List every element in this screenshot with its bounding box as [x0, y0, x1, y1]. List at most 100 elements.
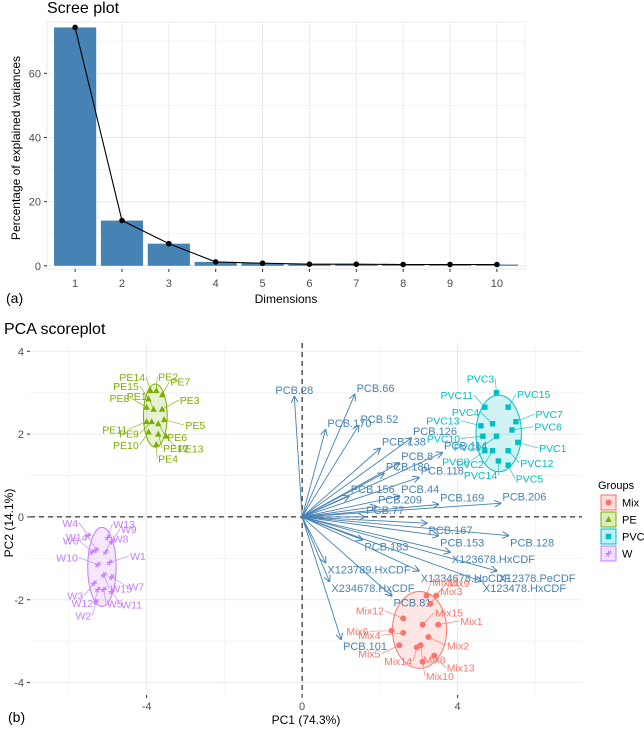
point-label-leader: [422, 661, 426, 676]
variable-label: PCB.126: [413, 426, 457, 438]
point-label: PE1: [127, 391, 147, 403]
scree-y-tick-label: 40: [29, 132, 41, 144]
scree-x-ticks: 1 2 3 4 5 6 7 8 9 10: [72, 269, 503, 290]
pca-y-ticks: -4 -2 0 2 4: [14, 346, 30, 690]
mix-point: [605, 499, 612, 506]
pca-title: PCA scoreplot: [4, 321, 106, 338]
variable-arrow: [301, 516, 391, 596]
variable-label: PCB.8: [401, 451, 433, 463]
point-label-leader: [130, 397, 147, 408]
variable-arrow: [301, 516, 341, 639]
variable-arrow: [301, 426, 358, 518]
scree-x-tick-label: 2: [119, 278, 125, 290]
point-label: W11: [121, 599, 142, 611]
pca-y-tick-label: 4: [18, 346, 24, 358]
variable-arrow: [301, 516, 329, 581]
point-label: PVC5: [516, 474, 544, 486]
scree-y-tick-label: 20: [29, 197, 41, 209]
variable-arrow: [301, 516, 419, 571]
variable-arrow: [301, 430, 325, 518]
point-label-leader: [461, 435, 483, 439]
point-label-leader: [161, 381, 170, 395]
w-point: [106, 559, 113, 566]
variable-label: PCB.28: [275, 385, 313, 397]
variable-label: PCB.128: [510, 538, 554, 550]
point-label: PVC3: [467, 374, 495, 386]
point-label: W8: [113, 534, 129, 546]
point-label: PVC11: [441, 390, 474, 402]
variable-label: PCB.169: [440, 493, 484, 505]
point-label: PE13: [178, 443, 204, 455]
scree-point: [72, 24, 78, 31]
point-label: Mix10: [426, 671, 454, 683]
scree-x-tick-label: 4: [213, 278, 219, 290]
point-label-leader: [381, 632, 404, 636]
variable-arrow: [302, 503, 500, 518]
pvc-point: [605, 533, 612, 540]
point-label-leader: [511, 426, 534, 431]
panel-label-b: (b): [8, 709, 25, 725]
scree-x-tick-label: 3: [166, 278, 172, 290]
variable-label: PCB.81: [394, 598, 432, 610]
point-label: Mix1: [460, 616, 482, 628]
pvc-point: [509, 427, 515, 433]
scree-point: [259, 260, 266, 267]
legend-label: PVC: [622, 532, 644, 544]
point-label-leader: [420, 645, 423, 660]
point-label-leader: [78, 557, 99, 565]
pca-y-tick-label: -2: [14, 595, 24, 607]
w-point: [85, 532, 92, 539]
variable-label: PCB.170: [327, 418, 371, 430]
pe-point: [143, 403, 150, 410]
pe-point: [145, 428, 152, 435]
point-label: PVC13: [426, 416, 459, 428]
pvc-point: [480, 433, 486, 439]
point-label-leader: [139, 421, 152, 434]
point-label-leader: [430, 590, 440, 605]
point-label-leader: [111, 591, 121, 605]
point-label-leader: [91, 601, 97, 616]
point-label: W10: [56, 553, 78, 565]
scree-y-label: Percentage of explained variances: [9, 56, 23, 240]
variable-label: X234678.HxCDF: [331, 583, 414, 595]
w-point: [605, 550, 612, 557]
point-label: PVC10: [427, 433, 460, 445]
point-label: Mix6: [346, 626, 368, 638]
point-label-leader: [111, 528, 121, 542]
point-label-leader: [517, 442, 539, 449]
pca-scoreplot: PCA scoreplot PCB.28 PCB.66PCB.170PCB.52P…: [2, 321, 644, 727]
point-label: PVC14: [464, 470, 497, 482]
point-label: PE5: [185, 420, 205, 432]
point-label-leader: [103, 589, 107, 604]
variable-arrow: [301, 395, 354, 518]
point-label: PVC2: [456, 459, 484, 471]
scree-bar: [147, 243, 190, 266]
point-label-leader: [507, 450, 520, 463]
point-label-leader: [480, 411, 493, 424]
point-label-leader: [164, 419, 185, 426]
point-label: PE15: [113, 381, 139, 393]
point-label-leader: [128, 421, 147, 430]
point-label-leader: [412, 647, 418, 662]
pca-x-ticks: -4 0 4: [142, 695, 461, 713]
point-label-leader: [103, 574, 110, 589]
variable-arrow: [301, 516, 325, 563]
ellipse-w: [87, 526, 117, 607]
scree-y-tick-label: 0: [35, 261, 41, 273]
variable-label: X1234678.HpCDF: [421, 573, 511, 585]
pe-point: [155, 420, 162, 427]
pca-y-tick-label: -4: [14, 678, 24, 690]
panel-label-a: (a): [6, 290, 23, 306]
variable-arrow: [301, 449, 380, 518]
variable-label: X123478.HxCDF: [483, 583, 566, 595]
variable-arrow: [302, 516, 438, 536]
variable-arrow: [302, 516, 426, 523]
point-label: W3: [67, 591, 83, 603]
point-label-leader: [507, 393, 517, 408]
point-label: W7: [128, 582, 144, 594]
pca-x-tick-label: 0: [299, 701, 305, 713]
point-label-leader: [494, 378, 497, 393]
point-label: Mix13: [447, 663, 475, 675]
